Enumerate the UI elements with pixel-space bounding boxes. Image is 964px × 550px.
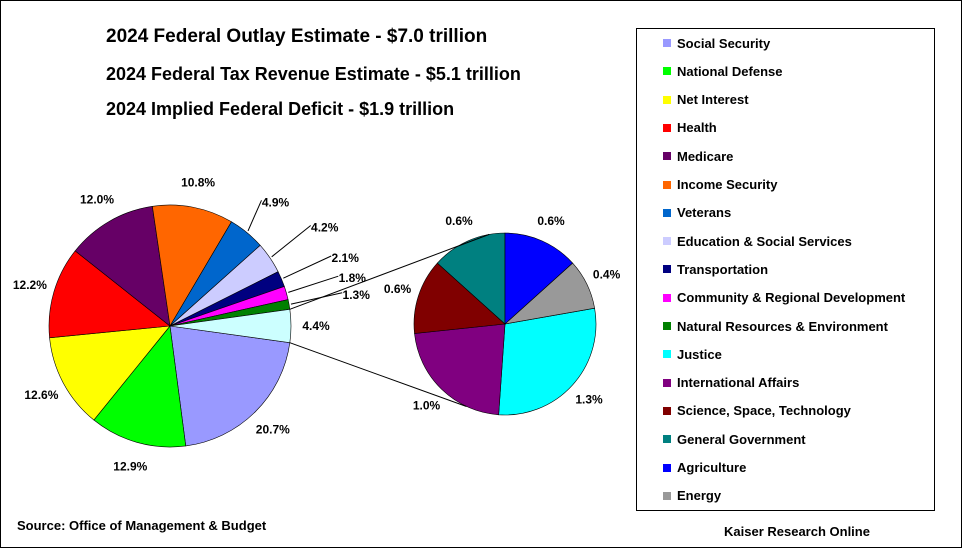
legend-swatch xyxy=(663,39,671,47)
legend-item-energy: Energy xyxy=(663,488,721,504)
legend-label: International Affairs xyxy=(677,375,800,391)
leader-line-education-social-services xyxy=(271,225,312,258)
slice-net-interest xyxy=(49,325,171,421)
slice-label-veterans: 4.9% xyxy=(262,195,290,209)
legend-swatch xyxy=(663,123,671,132)
credit-note: Kaiser Research Online xyxy=(724,524,870,539)
legend-item-national-defense: National Defense xyxy=(663,63,782,79)
slice-income-security xyxy=(152,204,232,327)
slice-label-national-defense: 12.9% xyxy=(113,460,147,474)
legend-item-community-regional-development: Community & Regional Development xyxy=(663,290,905,306)
outlay-headline: 2024 Federal Outlay Estimate - $7.0 tril… xyxy=(106,26,488,47)
legend-swatch xyxy=(663,67,671,76)
legend-swatch xyxy=(663,293,671,302)
legend-label: Natural Resources & Environment xyxy=(677,318,888,334)
legend-label: Justice xyxy=(677,346,722,362)
slice-label-medicare: 12.0% xyxy=(80,193,114,207)
leader-line-community-regional-development xyxy=(288,275,339,293)
chart-legend: Social Security National Defense Net Inter… xyxy=(636,28,935,511)
leader-line-natural-resources-environment xyxy=(290,292,343,305)
slice-label-net-interest: 12.6% xyxy=(24,388,58,402)
slice-general-government xyxy=(436,232,506,325)
legend-label: Health xyxy=(677,120,717,136)
connector-line-bottom xyxy=(289,342,467,407)
legend-label: Veterans xyxy=(677,205,732,221)
legend-label: Energy xyxy=(677,488,722,504)
legend-swatch xyxy=(663,265,671,274)
slice-label-justice: 1.3% xyxy=(575,393,603,407)
legend-label: Net Interest xyxy=(677,92,749,108)
legend-swatch xyxy=(663,208,671,217)
legend-item-medicare: Medicare xyxy=(663,148,733,164)
slice-label-agriculture: 0.6% xyxy=(537,214,565,228)
source-note: Source: Office of Management & Budget xyxy=(17,518,267,533)
legend-label: General Government xyxy=(677,431,806,447)
legend-swatch xyxy=(663,322,671,330)
legend-swatch xyxy=(663,152,671,161)
legend-item-natural-resources-environment: Natural Resources & Environment xyxy=(663,318,888,334)
legend-item-agriculture: Agriculture xyxy=(663,460,746,476)
legend-label: Education & Social Services xyxy=(677,233,852,249)
slice-energy xyxy=(504,262,595,325)
slice-label-science-space-technology: 0.6% xyxy=(384,282,412,296)
legend-label: National Defense xyxy=(677,63,783,79)
slice-health xyxy=(48,250,171,339)
legend-swatch xyxy=(663,95,671,104)
legend-item-net-interest: Net Interest xyxy=(663,92,749,108)
deficit-headline: 2024 Implied Federal Deficit - $1.9 tril… xyxy=(106,99,455,119)
slice-label-income-security: 10.8% xyxy=(181,176,215,190)
slice-label-natural-resources-environment: 1.3% xyxy=(343,288,371,302)
legend-label: Social Security xyxy=(677,35,771,51)
slice-label-social-security: 20.7% xyxy=(256,423,290,437)
slice-label-other-broken-out-at-right: 4.4% xyxy=(302,319,330,333)
slice-social-security xyxy=(169,325,291,447)
slice-label-health: 12.2% xyxy=(13,278,47,292)
slice-label-general-government: 0.6% xyxy=(445,214,473,228)
legend-label: Income Security xyxy=(677,177,778,192)
legend-item-veterans: Veterans xyxy=(663,205,731,221)
legend-item-science-space-technology: Science, Space, Technology xyxy=(663,403,851,419)
legend-swatch xyxy=(663,180,671,189)
legend-swatch xyxy=(663,435,671,444)
connector-line-top xyxy=(289,233,490,310)
legend-item-transportation: Transportation xyxy=(663,261,768,277)
revenue-headline: 2024 Federal Tax Revenue Estimate - $5.1… xyxy=(106,64,521,84)
legend-item-general-government: General Government xyxy=(663,431,806,447)
legend-swatch xyxy=(663,350,671,359)
legend-item-international-affairs: International Affairs xyxy=(663,375,799,391)
slice-label-transportation: 2.1% xyxy=(332,251,360,265)
legend-swatch xyxy=(663,378,671,387)
legend-item-education-social-services: Education & Social Services xyxy=(663,233,852,249)
slice-international-affairs xyxy=(414,323,506,416)
legend-swatch xyxy=(663,406,671,415)
leader-line-veterans xyxy=(247,200,262,232)
slice-label-international-affairs: 1.0% xyxy=(413,398,441,412)
legend-item-justice: Justice xyxy=(663,346,722,362)
legend-label: Science, Space, Technology xyxy=(677,403,851,419)
legend-swatch xyxy=(663,463,671,472)
slice-science-space-technology xyxy=(413,262,506,334)
legend-label: Medicare xyxy=(677,148,734,164)
legend-label: Agriculture xyxy=(677,460,747,475)
legend-swatch xyxy=(663,491,671,500)
slice-label-education-social-services: 4.2% xyxy=(311,221,339,235)
leader-line-transportation xyxy=(283,255,332,279)
legend-swatch xyxy=(663,237,671,246)
legend-item-income-security: Income Security xyxy=(663,177,777,193)
slice-medicare xyxy=(74,205,171,327)
legend-item-social-security: Social Security xyxy=(663,35,770,51)
slice-label-community-regional-development: 1.8% xyxy=(339,271,367,285)
slice-national-defense xyxy=(93,325,187,448)
legend-item-health: Health xyxy=(663,120,717,136)
slice-agriculture xyxy=(504,232,574,325)
legend-label: Transportation xyxy=(677,261,769,277)
legend-label: Community & Regional Development xyxy=(677,290,906,306)
slice-label-energy: 0.4% xyxy=(593,268,621,282)
slice-justice xyxy=(498,307,597,416)
